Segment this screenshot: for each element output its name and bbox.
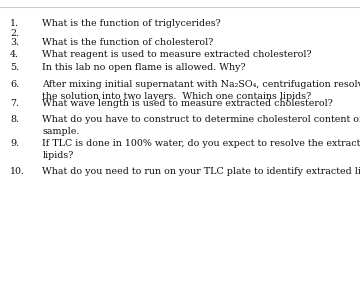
Text: 4.: 4. — [10, 50, 19, 59]
Text: What is the function of triglycerides?: What is the function of triglycerides? — [42, 19, 221, 28]
Text: What reagent is used to measure extracted cholesterol?: What reagent is used to measure extracte… — [42, 50, 312, 59]
Text: 10.: 10. — [10, 167, 25, 176]
Text: What do you need to run on your TLC plate to identify extracted lipids?: What do you need to run on your TLC plat… — [42, 167, 360, 176]
Text: If TLC is done in 100% water, do you expect to resolve the extracted
lipids?: If TLC is done in 100% water, do you exp… — [42, 139, 360, 160]
Text: What is the function of cholesterol?: What is the function of cholesterol? — [42, 38, 214, 47]
Text: 9.: 9. — [10, 139, 19, 148]
Text: 7.: 7. — [10, 99, 19, 108]
Text: 5.: 5. — [10, 63, 19, 72]
Text: In this lab no open flame is allowed. Why?: In this lab no open flame is allowed. Wh… — [42, 63, 246, 72]
Text: 1.: 1. — [10, 19, 19, 28]
Text: After mixing initial supernatant with Na₂SO₄, centrifugation resolved
the soluti: After mixing initial supernatant with Na… — [42, 80, 360, 101]
Text: 2.: 2. — [10, 28, 19, 38]
Text: What wave length is used to measure extracted cholesterol?: What wave length is used to measure extr… — [42, 99, 333, 108]
Text: 8.: 8. — [10, 115, 19, 124]
Text: 3.: 3. — [10, 38, 19, 47]
Text: What do you have to construct to determine cholesterol content of the
sample.: What do you have to construct to determi… — [42, 115, 360, 136]
Text: 6.: 6. — [10, 80, 19, 89]
